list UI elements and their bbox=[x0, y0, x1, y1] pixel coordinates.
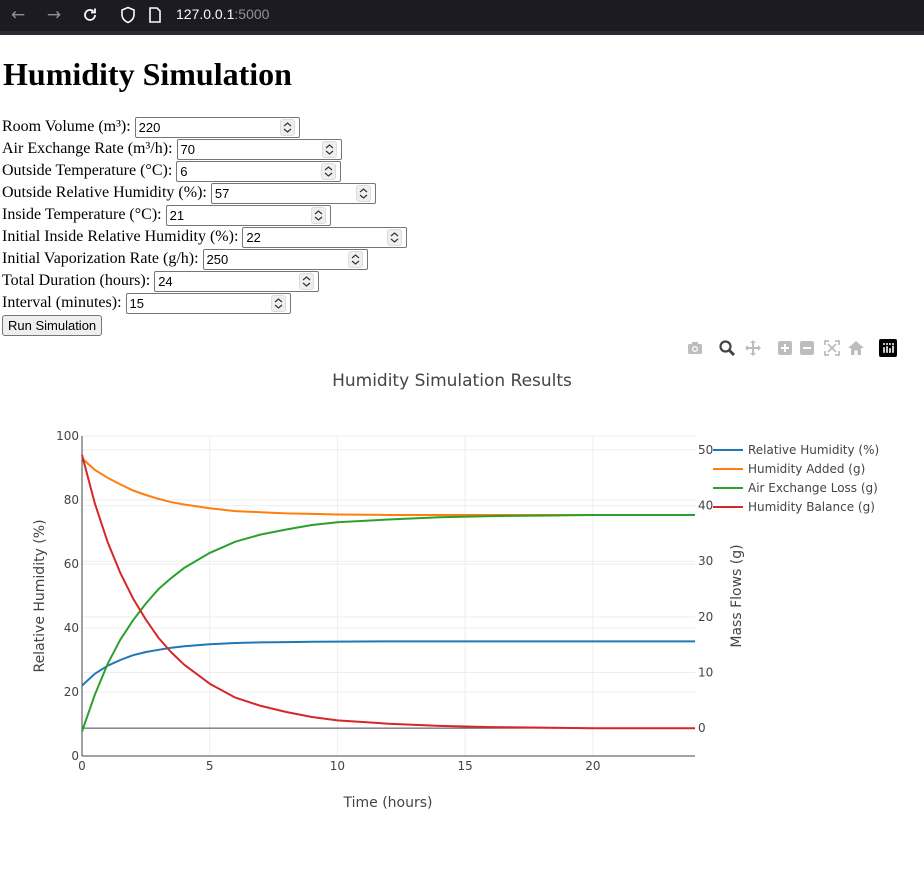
zoom-out-icon[interactable] bbox=[798, 339, 816, 357]
y2-tick-label: 10 bbox=[698, 666, 713, 680]
inside-temperature-input[interactable]: 21 bbox=[165, 204, 331, 226]
address-bar[interactable] bbox=[112, 0, 924, 31]
vaporization-rate-input[interactable]: 250 bbox=[202, 248, 368, 270]
field-interval: Interval (minutes): 15 bbox=[2, 292, 407, 314]
series-line-loss bbox=[81, 514, 695, 732]
chart-title: Humidity Simulation Results bbox=[332, 371, 572, 391]
y-tick-label: 80 bbox=[64, 493, 79, 507]
stepper-icon[interactable] bbox=[321, 162, 337, 180]
stepper-icon[interactable] bbox=[355, 184, 371, 202]
y-tick-label: 40 bbox=[64, 621, 79, 635]
y2-axis-title: Mass Flows (g) bbox=[729, 544, 745, 647]
stepper-icon[interactable] bbox=[299, 272, 315, 290]
legend-item: Humidity Balance (g) bbox=[748, 500, 875, 514]
plotly-logo-icon[interactable] bbox=[879, 339, 897, 357]
x-tick-label: 0 bbox=[78, 759, 86, 773]
chart-ticks: 0 5 10 15 20 0 20 40 60 80 100 0 10 20 30 40 50 bbox=[56, 429, 713, 773]
y2-tick-label: 0 bbox=[698, 721, 706, 735]
outside-humidity-label: Outside Relative Humidity (%): bbox=[2, 184, 207, 201]
stepper-icon[interactable] bbox=[321, 140, 337, 158]
y-tick-label: 20 bbox=[64, 685, 79, 699]
zoom-icon[interactable] bbox=[718, 339, 736, 357]
humidity-chart[interactable]: Humidity Simulation Results 0 5 10 15 20 0 20 4… bbox=[0, 360, 924, 830]
x-tick-label: 15 bbox=[457, 759, 472, 773]
simulation-form: Room Volume (m³): 220 Air Exchange Rate … bbox=[2, 116, 408, 336]
legend-item: Relative Humidity (%) bbox=[748, 443, 879, 457]
outside-humidity-input[interactable]: 57 bbox=[210, 182, 376, 204]
home-icon[interactable] bbox=[847, 339, 865, 357]
air-exchange-rate-input[interactable]: 70 bbox=[176, 138, 342, 160]
page-title: Humidity Simulation bbox=[3, 56, 292, 92]
series-line-added bbox=[81, 457, 695, 516]
stepper-icon[interactable] bbox=[347, 250, 363, 268]
page-icon bbox=[148, 6, 162, 29]
field-room-volume: Room Volume (m³): 220 bbox=[2, 116, 407, 138]
initial-humidity-input[interactable]: 22 bbox=[242, 226, 408, 248]
x-tick-label: 20 bbox=[585, 759, 600, 773]
y-tick-label: 60 bbox=[64, 557, 79, 571]
y2-tick-label: 50 bbox=[698, 443, 713, 457]
autoscale-icon[interactable] bbox=[823, 339, 841, 357]
field-inside-temperature: Inside Temperature (°C): 21 bbox=[2, 204, 407, 226]
x-tick-label: 10 bbox=[330, 759, 345, 773]
x-axis-title: Time (hours) bbox=[343, 795, 433, 811]
x-tick-label: 5 bbox=[206, 759, 214, 773]
camera-icon[interactable] bbox=[686, 339, 704, 357]
zero-lines bbox=[81, 436, 695, 757]
field-outside-temperature: Outside Temperature (°C): 6 bbox=[2, 160, 407, 182]
series-line-rh bbox=[81, 640, 695, 687]
run-simulation-button[interactable]: Run Simulation bbox=[2, 315, 103, 336]
legend-item: Humidity Added (g) bbox=[748, 462, 865, 476]
field-outside-humidity: Outside Relative Humidity (%): 57 bbox=[2, 182, 407, 204]
interval-label: Interval (minutes): bbox=[2, 294, 122, 311]
zoom-in-icon[interactable] bbox=[776, 339, 794, 357]
vaporization-rate-label: Initial Vaporization Rate (g/h): bbox=[2, 250, 199, 267]
chart-grid bbox=[81, 435, 695, 756]
shield-icon[interactable] bbox=[120, 6, 136, 29]
air-exchange-rate-label: Air Exchange Rate (m³/h): bbox=[2, 140, 173, 157]
y-tick-label: 0 bbox=[71, 749, 79, 763]
field-initial-humidity: Initial Inside Relative Humidity (%): 22 bbox=[2, 226, 408, 248]
series-line-balance bbox=[81, 454, 695, 730]
outside-temperature-input[interactable]: 6 bbox=[176, 160, 342, 182]
stepper-icon[interactable] bbox=[279, 118, 295, 136]
browser-toolbar: ← → 127.0.0.1:5000 bbox=[0, 0, 924, 35]
interval-input[interactable]: 15 bbox=[125, 292, 291, 314]
stepper-icon[interactable] bbox=[270, 294, 286, 312]
stepper-icon[interactable] bbox=[310, 206, 326, 224]
stepper-icon[interactable] bbox=[387, 228, 403, 246]
y2-tick-label: 20 bbox=[698, 610, 713, 624]
room-volume-label: Room Volume (m³): bbox=[2, 118, 131, 135]
total-duration-input[interactable]: 24 bbox=[154, 270, 320, 292]
outside-temperature-label: Outside Temperature (°C): bbox=[2, 162, 173, 179]
room-volume-input[interactable]: 220 bbox=[134, 116, 300, 138]
initial-humidity-label: Initial Inside Relative Humidity (%): bbox=[2, 228, 239, 245]
back-arrow-icon[interactable]: ← bbox=[10, 5, 26, 25]
field-air-exchange-rate: Air Exchange Rate (m³/h): 70 bbox=[2, 138, 407, 160]
y2-tick-label: 40 bbox=[698, 499, 713, 513]
pan-icon[interactable] bbox=[744, 339, 762, 357]
chart-legend[interactable]: Relative Humidity (%) Humidity Added (g) A… bbox=[713, 443, 879, 514]
y2-tick-label: 30 bbox=[698, 554, 713, 568]
reload-icon[interactable] bbox=[78, 4, 102, 26]
chart-series bbox=[81, 454, 695, 732]
field-total-duration: Total Duration (hours): 24 bbox=[2, 270, 407, 292]
url-text[interactable]: 127.0.0.1:5000 bbox=[176, 6, 270, 22]
forward-arrow-icon[interactable]: → bbox=[46, 5, 62, 25]
legend-item: Air Exchange Loss (g) bbox=[748, 481, 878, 495]
y-axis-title: Relative Humidity (%) bbox=[32, 519, 48, 672]
y-tick-label: 100 bbox=[56, 429, 79, 443]
total-duration-label: Total Duration (hours): bbox=[2, 272, 151, 289]
field-vaporization-rate: Initial Vaporization Rate (g/h): 250 bbox=[2, 248, 407, 270]
inside-temperature-label: Inside Temperature (°C): bbox=[2, 206, 162, 223]
